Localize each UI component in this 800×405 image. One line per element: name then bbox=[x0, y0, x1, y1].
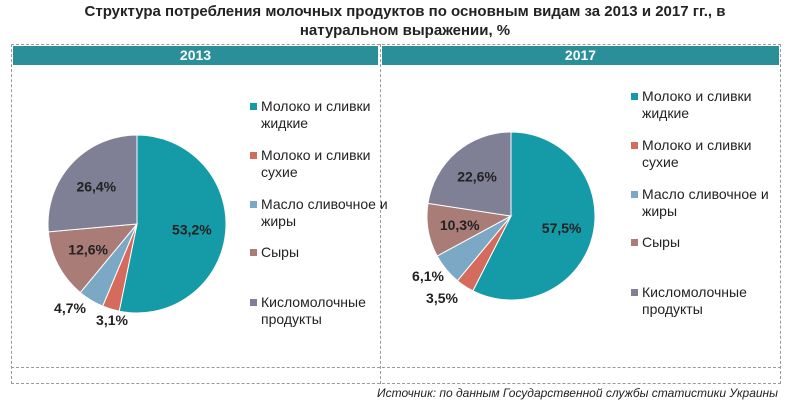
legend-2013-label-milk-liquid: Молоко и сливки жидкие bbox=[261, 98, 371, 131]
legend-2013-swatch-cheese bbox=[250, 249, 257, 256]
pie-2013-slice-milk-liquid bbox=[118, 134, 227, 314]
legend-2017-label-milk-liquid: Молоко и сливки жидкие bbox=[642, 88, 752, 121]
legend-2013-swatch-butter bbox=[250, 201, 257, 208]
legend-2017-label-butter: Масло сливочное и жиры bbox=[642, 186, 769, 219]
pie-2017-slice-sour-milk bbox=[427, 131, 512, 217]
panel-title-2013: 2013 bbox=[13, 46, 378, 65]
chart-title: Структура потребления молочных продуктов… bbox=[84, 3, 726, 39]
pie-2013-slice-sour-milk bbox=[47, 134, 138, 233]
source-note: Источник: по данным Государственной служ… bbox=[377, 386, 778, 400]
panel-divider bbox=[380, 44, 381, 384]
pie-2013-slice-cheese bbox=[47, 223, 139, 294]
pie-2013-label-cheese: 12,6% bbox=[68, 242, 108, 258]
chart-frame bbox=[11, 44, 781, 384]
pie-2017-label-butter: 6,1% bbox=[412, 268, 444, 284]
legend-2017-swatch-cheese bbox=[631, 239, 638, 246]
legend-2017-swatch-milk-dry bbox=[631, 142, 638, 149]
legend-2017-swatch-sour-milk bbox=[631, 289, 638, 296]
pie-2013-label-milk-dry: 3,1% bbox=[96, 312, 128, 328]
pie-2017-label-cheese: 10,3% bbox=[440, 217, 480, 233]
legend-2017-swatch-butter bbox=[631, 191, 638, 198]
legend-2017-swatch-milk-liquid bbox=[631, 93, 638, 100]
legend-2013-swatch-milk-liquid bbox=[250, 103, 257, 110]
pie-2013-label-milk-liquid: 53,2% bbox=[172, 222, 212, 238]
legend-2013-label-sour-milk: Кисломолочные продукты bbox=[261, 294, 366, 327]
legend-2017-label-cheese: Сыры bbox=[642, 234, 681, 250]
pie-2013-label-butter: 4,7% bbox=[54, 300, 86, 316]
legend-2013-label-cheese: Сыры bbox=[261, 244, 300, 260]
pie-2017-label-milk-liquid: 57,5% bbox=[542, 220, 582, 236]
legend-2017-label-sour-milk: Кисломолочные продукты bbox=[642, 284, 747, 317]
pie-2017-slice-milk-liquid bbox=[472, 131, 596, 301]
panel-title-2017: 2017 bbox=[382, 46, 779, 65]
legend-2013-label-milk-dry: Молоко и сливки сухие bbox=[261, 147, 371, 180]
footer-divider bbox=[11, 367, 781, 368]
legend-2017-label-milk-dry: Молоко и сливки сухие bbox=[642, 137, 752, 170]
legend-2013-swatch-milk-dry bbox=[250, 152, 257, 159]
legend-2013-label-butter: Масло сливочное и жиры bbox=[261, 196, 388, 229]
legend-2013-swatch-sour-milk bbox=[250, 299, 257, 306]
pie-2013-label-sour-milk: 26,4% bbox=[76, 179, 116, 195]
pie-2017-label-sour-milk: 22,6% bbox=[457, 169, 497, 185]
pie-2017-label-milk-dry: 3,5% bbox=[426, 290, 458, 306]
